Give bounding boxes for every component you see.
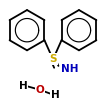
Text: NH: NH (61, 64, 78, 74)
Text: S: S (49, 54, 57, 64)
Text: H: H (51, 90, 59, 100)
Text: O: O (36, 85, 45, 95)
Text: H: H (19, 81, 28, 91)
